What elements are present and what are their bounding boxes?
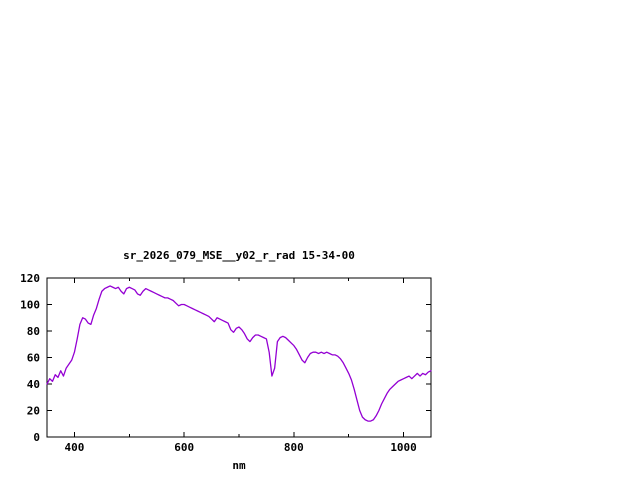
x-tick-label: 400	[64, 441, 84, 454]
data-line	[46, 285, 432, 422]
chart-title: sr_2026_079_MSE__y02_r_rad 15-34-00	[123, 249, 355, 262]
y-tick-label: 100	[20, 299, 40, 312]
y-tick-label: 60	[27, 352, 40, 365]
y-tick-label: 80	[27, 325, 40, 338]
x-tick-label: 1000	[390, 441, 417, 454]
y-tick-label: 120	[20, 272, 40, 285]
x-tick-label: 600	[174, 441, 194, 454]
y-tick-label: 20	[27, 405, 40, 418]
y-tick-label: 40	[27, 378, 40, 391]
plot-border	[46, 277, 432, 438]
y-tick-label: 0	[33, 431, 40, 444]
x-tick-label: 800	[284, 441, 304, 454]
x-axis-label: nm	[232, 459, 246, 472]
